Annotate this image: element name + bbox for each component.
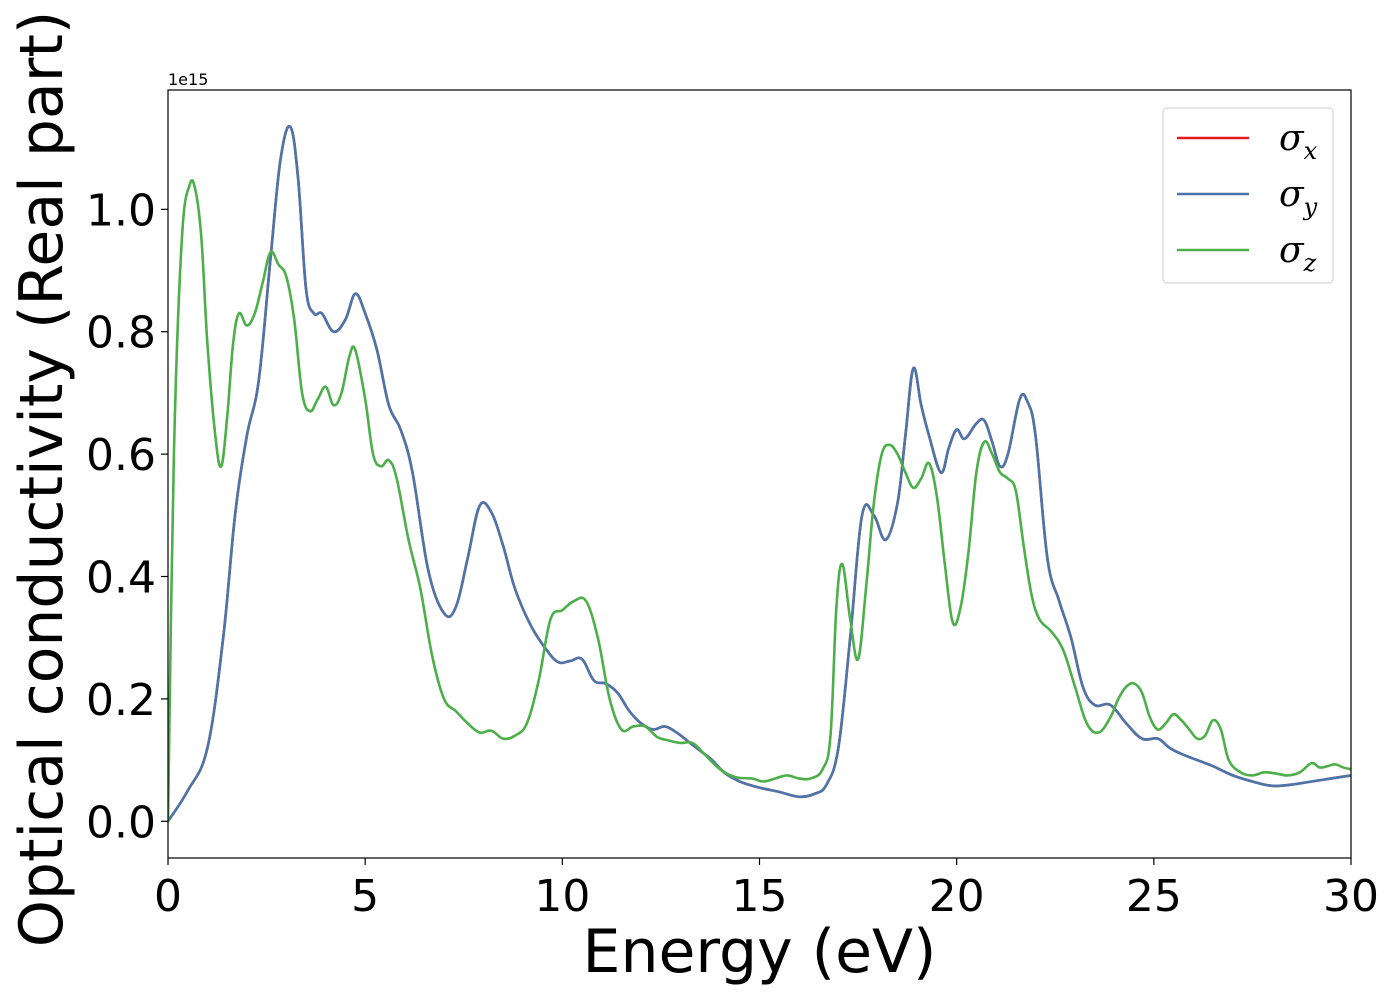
series-line-y <box>168 124 1351 823</box>
x-tick-label: 20 <box>929 871 985 922</box>
y-axis-title: Optical conductivity (Real part) <box>7 11 77 948</box>
x-tick-label: 5 <box>351 871 379 922</box>
y-tick-label: 0.4 <box>86 553 156 604</box>
legend-label-y: σy <box>1279 174 1318 221</box>
y-tick-label: 0.0 <box>86 797 156 848</box>
x-axis-ticks: 0 5 10 15 20 25 30 <box>154 858 1379 922</box>
series-line-z <box>168 179 1351 823</box>
legend-items: σx σy σz <box>1177 118 1318 277</box>
y-axis-ticks: 0.0 0.2 0.4 0.6 0.8 1.0 <box>86 185 168 848</box>
legend-label-z: σz <box>1279 230 1317 277</box>
x-tick-label: 15 <box>732 871 788 922</box>
x-tick-label: 0 <box>154 871 182 922</box>
x-tick-label: 30 <box>1323 871 1379 922</box>
x-tick-label: 25 <box>1126 871 1182 922</box>
y-tick-label: 0.2 <box>86 675 156 726</box>
y-tick-label: 1.0 <box>86 185 156 236</box>
x-tick-label: 10 <box>534 871 590 922</box>
x-axis-title: Energy (eV) <box>583 917 937 987</box>
y-tick-label: 0.8 <box>86 308 156 359</box>
legend-label-x: σx <box>1279 118 1318 165</box>
legend-box <box>1162 107 1334 284</box>
legend: σx σy σz <box>1162 107 1334 284</box>
series-layer <box>168 124 1351 823</box>
y-axis-offset-text: 1e15 <box>168 70 208 89</box>
y-tick-label: 0.6 <box>86 430 156 481</box>
